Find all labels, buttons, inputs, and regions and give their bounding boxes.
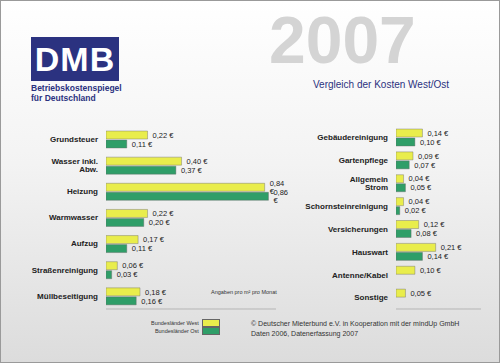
svg-text:0,14 €: 0,14 € — [427, 129, 449, 138]
svg-text:0,09 €: 0,09 € — [418, 152, 440, 161]
svg-text:0,11 €: 0,11 € — [132, 140, 153, 149]
svg-text:0,06 €: 0,06 € — [122, 261, 144, 270]
svg-text:0,12 €: 0,12 € — [424, 220, 446, 229]
svg-text:0,11 €: 0,11 € — [132, 244, 153, 253]
svg-text:0,37 €: 0,37 € — [181, 166, 203, 175]
svg-text:Gebäudereinigung: Gebäudereinigung — [317, 133, 388, 142]
svg-text:0,07 €: 0,07 € — [414, 161, 436, 170]
svg-text:Schornsteinreinigung: Schornsteinreinigung — [305, 202, 388, 211]
svg-text:Straßenreinigung: Straßenreinigung — [32, 266, 98, 275]
svg-text:0,40 €: 0,40 € — [187, 157, 209, 166]
svg-text:0,04 €: 0,04 € — [409, 174, 431, 183]
svg-text:Hauswart: Hauswart — [352, 248, 388, 257]
svg-text:0,22 €: 0,22 € — [153, 131, 175, 140]
svg-text:AllgemeinStrom: AllgemeinStrom — [350, 175, 388, 192]
svg-text:0,86€: 0,86€ — [273, 188, 288, 205]
html-text:2007: 2007 — [269, 3, 416, 77]
html-text:DMB: DMB — [34, 40, 116, 78]
html-text:Betriebskostenspiegel: Betriebskostenspiegel — [31, 83, 122, 93]
html-text:für Deutschland: für Deutschland — [31, 93, 96, 103]
html-text:Bundesländer West: Bundesländer West — [151, 320, 199, 326]
svg-text:0,05 €: 0,05 € — [410, 289, 432, 298]
svg-text:Aufzug: Aufzug — [71, 239, 98, 248]
html-text:Daten 2006, Datenerfassung 200: Daten 2006, Datenerfassung 2007 — [251, 330, 358, 337]
svg-text:Antenne/Kabel: Antenne/Kabel — [332, 271, 388, 280]
html-text:Angaben pro m² pro Monat: Angaben pro m² pro Monat — [211, 289, 277, 295]
html-text:Bundesländer Ost: Bundesländer Ost — [154, 328, 199, 334]
html-text:Vergleich der Kosten West/Ost: Vergleich der Kosten West/Ost — [313, 79, 449, 90]
svg-text:0,04 €: 0,04 € — [409, 197, 431, 206]
svg-text:Heizung: Heizung — [67, 187, 98, 196]
svg-text:0,03 €: 0,03 € — [117, 270, 139, 279]
svg-text:Sonstige: Sonstige — [354, 293, 388, 302]
svg-text:0,21 €: 0,21 € — [441, 243, 463, 252]
svg-text:Warmwasser: Warmwasser — [49, 213, 98, 222]
svg-text:0,10 €: 0,10 € — [420, 266, 442, 275]
svg-text:0,20 €: 0,20 € — [149, 218, 171, 227]
html-text:© Deutscher Mieterbund e.V. in: © Deutscher Mieterbund e.V. in Kooperati… — [251, 320, 460, 327]
svg-text:0,18 €: 0,18 € — [145, 288, 167, 297]
svg-text:Grundsteuer: Grundsteuer — [50, 135, 98, 144]
svg-text:0,17 €: 0,17 € — [143, 235, 165, 244]
svg-text:0,10 €: 0,10 € — [420, 138, 442, 147]
svg-text:Wasser inkl.Abw.: Wasser inkl.Abw. — [52, 157, 98, 174]
html-text:0,84: 0,84 — [269, 179, 285, 189]
svg-text:0,08 €: 0,08 € — [416, 229, 438, 238]
svg-text:0,02 €: 0,02 € — [405, 206, 427, 215]
svg-text:Gartenpflege: Gartenpflege — [339, 156, 389, 165]
svg-text:0,22 €: 0,22 € — [153, 209, 175, 218]
svg-text:Müllbeseitigung: Müllbeseitigung — [37, 292, 98, 301]
svg-text:0,05 €: 0,05 € — [410, 183, 432, 192]
svg-text:0,14 €: 0,14 € — [427, 252, 449, 261]
svg-text:0,16 €: 0,16 € — [141, 297, 163, 306]
svg-text:Versicherungen: Versicherungen — [328, 225, 388, 234]
